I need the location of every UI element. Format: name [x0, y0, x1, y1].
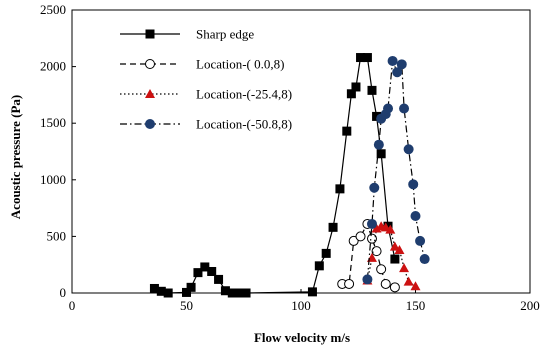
legend-item: Location-(-50.8,8)	[120, 117, 292, 132]
data-point	[376, 149, 386, 159]
legend-marker	[145, 89, 155, 98]
data-point	[373, 139, 384, 150]
data-point	[389, 282, 400, 293]
data-point	[351, 82, 361, 92]
data-point	[344, 278, 355, 289]
data-point	[348, 235, 359, 246]
legend-label: Location-( 0.0,8)	[196, 57, 284, 72]
data-point	[392, 67, 403, 78]
data-point	[366, 218, 377, 229]
data-point	[415, 235, 426, 246]
y-tick-label: 1500	[40, 115, 66, 130]
y-tick-label: 2500	[40, 2, 66, 17]
x-tick-label: 100	[291, 298, 311, 313]
x-tick-label: 200	[520, 298, 540, 313]
data-point	[156, 286, 166, 296]
x-axis: 0 50 100 150 200	[69, 289, 540, 313]
data-point	[380, 278, 391, 289]
x-tick-label: 0	[69, 298, 76, 313]
data-point	[383, 103, 394, 114]
data-point	[371, 246, 382, 257]
data-point	[182, 287, 191, 297]
data-point	[385, 224, 396, 234]
legend: Sharp edge Location-( 0.0,8) Location-(-25…	[120, 27, 292, 132]
legend-item: Location-(-25.4,8)	[120, 87, 292, 102]
data-point	[410, 211, 421, 222]
data-point	[241, 288, 251, 298]
data-point	[307, 287, 317, 297]
data-point	[214, 274, 224, 284]
data-point	[227, 288, 237, 298]
data-point	[383, 221, 393, 231]
data-point	[314, 261, 324, 271]
series-4	[362, 55, 430, 285]
series-line	[154, 56, 396, 294]
series-line	[366, 60, 426, 280]
data-point	[396, 59, 407, 70]
data-point	[376, 264, 387, 275]
data-point	[355, 231, 366, 242]
y-tick-label: 0	[60, 285, 67, 300]
x-axis-title: Flow velocity m/s	[254, 330, 350, 345]
series-1	[149, 53, 400, 298]
data-point	[362, 53, 372, 63]
data-point	[346, 89, 356, 99]
data-point	[207, 266, 217, 276]
legend-label: Location-(-25.4,8)	[196, 87, 292, 102]
x-tick-label: 150	[406, 298, 426, 313]
data-point	[387, 55, 398, 66]
legend-label: Sharp edge	[196, 27, 254, 42]
data-point	[163, 288, 173, 298]
data-point	[366, 233, 377, 244]
y-tick-label: 2000	[40, 59, 66, 74]
x-tick-label: 50	[180, 298, 193, 313]
plot-border	[71, 9, 531, 294]
data-point	[399, 263, 410, 273]
legend-marker	[145, 59, 155, 69]
legend-marker	[145, 119, 155, 129]
data-point	[394, 244, 405, 254]
y-tick-label: 1000	[40, 172, 66, 187]
y-axis-title: Acoustic pressure (Pa)	[8, 95, 23, 219]
data-point	[408, 179, 419, 190]
data-point	[372, 111, 382, 121]
data-point	[193, 268, 203, 278]
series-layer	[149, 53, 430, 298]
data-point	[362, 274, 373, 285]
data-point	[234, 288, 244, 298]
data-point	[356, 53, 366, 63]
data-point	[321, 248, 331, 258]
data-point	[335, 184, 345, 194]
plot-area	[71, 9, 531, 294]
data-point	[403, 144, 414, 155]
legend-label: Location-(-50.8,8)	[196, 117, 292, 132]
data-point	[389, 241, 400, 251]
data-point	[186, 282, 196, 292]
legend-item: Sharp edge	[120, 27, 254, 42]
data-point	[369, 182, 380, 193]
data-point	[200, 262, 210, 272]
y-tick-label: 500	[47, 228, 67, 243]
data-point	[328, 222, 338, 232]
data-point	[410, 281, 421, 291]
data-point	[371, 223, 382, 233]
data-point	[419, 254, 430, 265]
data-point	[220, 286, 230, 296]
data-point	[342, 126, 352, 136]
y-axis: 0 500 1000 1500 2000 2500	[40, 2, 76, 300]
legend-item: Location-( 0.0,8)	[120, 57, 284, 72]
series-line	[342, 222, 396, 288]
data-point	[149, 283, 159, 293]
data-point	[403, 276, 414, 286]
data-point	[399, 103, 410, 114]
legend-marker	[145, 29, 155, 39]
data-point	[390, 254, 400, 264]
data-point	[367, 85, 377, 95]
